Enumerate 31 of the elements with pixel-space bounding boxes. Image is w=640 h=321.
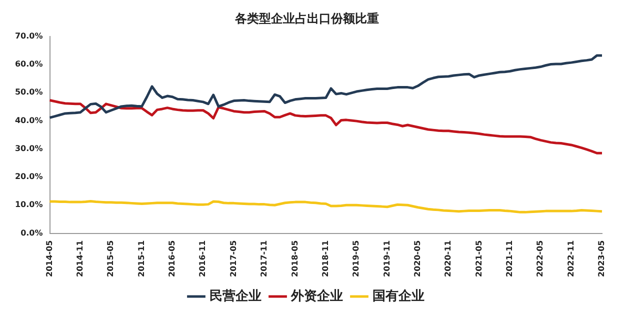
- y-tick-label: 40.0%: [14, 116, 43, 125]
- y-tick-label: 70.0%: [14, 31, 43, 40]
- y-tick-label: 30.0%: [14, 144, 43, 153]
- x-tick-label: 2015-11: [136, 240, 146, 277]
- x-tick-label: 2016-05: [168, 240, 177, 277]
- x-tick-label: 2020-05: [412, 240, 422, 277]
- legend-label: 外资企业: [290, 288, 343, 304]
- x-tick-label: 2019-11: [382, 240, 392, 277]
- x-tick-label: 2014-11: [76, 240, 85, 277]
- x-tick-label: 2020-11: [444, 240, 453, 277]
- y-tick-label: 50.0%: [14, 88, 43, 97]
- y-tick-label: 20.0%: [14, 172, 43, 182]
- x-tick-label: 2021-05: [474, 240, 484, 277]
- x-tick-label: 2018-05: [290, 240, 300, 277]
- x-tick-label: 2021-11: [505, 240, 514, 277]
- x-tick-label: 2023-05: [597, 240, 606, 277]
- x-tick-label: 2022-05: [536, 240, 545, 277]
- y-tick-label: 10.0%: [14, 200, 43, 210]
- y-tick-label: 0.0%: [20, 228, 43, 238]
- x-tick-label: 2018-11: [320, 240, 330, 277]
- x-tick-label: 2022-11: [566, 240, 576, 277]
- legend-label: 国有企业: [372, 288, 424, 304]
- x-tick-label: 2014-05: [44, 240, 54, 277]
- y-tick-label: 60.0%: [14, 60, 43, 69]
- legend-label: 民营企业: [209, 288, 262, 304]
- x-tick-label: 2015-05: [106, 240, 116, 277]
- chart-title: 各类型企业占出口份额比重: [234, 11, 379, 26]
- x-tick-label: 2017-11: [260, 240, 269, 277]
- x-tick-label: 2016-11: [198, 240, 208, 277]
- x-tick-label: 2017-05: [228, 240, 238, 277]
- x-tick-label: 2019-05: [352, 240, 361, 277]
